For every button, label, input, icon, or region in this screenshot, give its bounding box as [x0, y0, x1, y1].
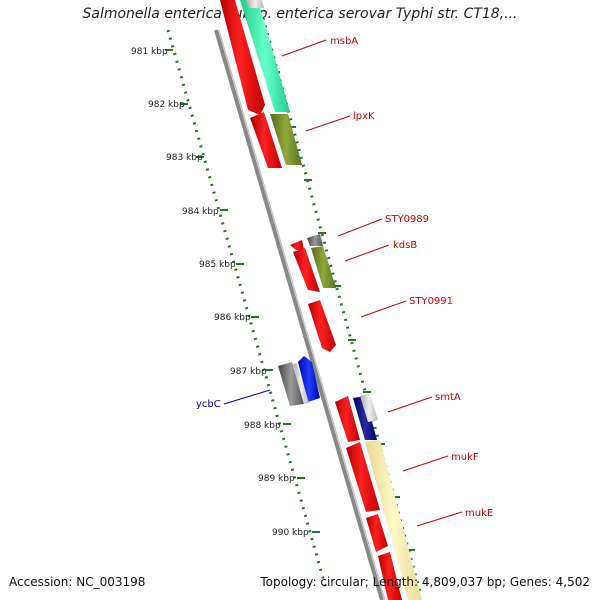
gene-band-yellow — [365, 440, 422, 600]
gene-STY0991-cds[interactable] — [308, 300, 336, 352]
label-connectors — [223, 39, 463, 527]
gene-label-STY0989[interactable]: STY0989 — [385, 214, 429, 225]
scale-label-982: 982 kbp — [148, 100, 185, 110]
gene-label-kdsB[interactable]: kdsB — [393, 240, 417, 251]
gene-ycbC-gray[interactable] — [278, 362, 304, 406]
gene-smtA-feature[interactable] — [353, 396, 377, 440]
gene-label-mukF[interactable]: mukF — [451, 452, 479, 463]
gene-ycbC-cds[interactable] — [298, 356, 320, 402]
scale-label-987: 987 kbp — [230, 367, 267, 377]
genome-stats-text: Topology: circular; Length: 4,809,037 bp… — [260, 575, 590, 589]
gene-ycbC-light — [293, 363, 309, 404]
gene-label-smtA[interactable]: smtA — [435, 392, 461, 403]
scale-label-990: 990 kbp — [272, 528, 309, 538]
gene-msbA-cds[interactable] — [220, 0, 265, 115]
gene-msbA-top-gray — [246, 0, 264, 8]
accession-text: Accession: NC_003198 — [9, 575, 146, 589]
scale-label-986: 986 kbp — [214, 313, 251, 323]
gene-mukE-cds[interactable] — [366, 514, 388, 552]
scale-label-985: 985 kbp — [199, 260, 236, 270]
scale-label-983: 983 kbp — [166, 153, 203, 163]
gene-lpxK-cds[interactable] — [250, 112, 282, 168]
genome-backbone-shadow — [218, 29, 386, 600]
map-title: Salmonella enterica subsp. enterica sero… — [82, 6, 518, 22]
gene-track-reverse — [278, 356, 320, 406]
gene-smtA-cds[interactable] — [335, 396, 360, 442]
scale-label-988: 988 kbp — [244, 421, 281, 431]
scale-ticks — [165, 49, 415, 551]
gene-label-msbA[interactable]: msbA — [330, 36, 358, 47]
gene-mukF-cds[interactable] — [346, 442, 380, 512]
gene-lpxK-feature[interactable] — [270, 114, 302, 165]
gene-kdsB-feature[interactable] — [311, 246, 336, 288]
gene-label-STY0991[interactable]: STY0991 — [409, 296, 453, 307]
gene-label-ycbC[interactable]: ycbC — [196, 399, 221, 410]
gene-label-mukE[interactable]: mukE — [465, 508, 493, 519]
gene-msbA-feature[interactable] — [240, 0, 290, 112]
gene-label-lpxK[interactable]: lpxK — [353, 111, 375, 122]
genome-backbone — [214, 29, 384, 600]
gene-STY0989-feature[interactable] — [307, 234, 323, 246]
gene-mukB-cds[interactable] — [378, 552, 402, 600]
gene-smtA-gray — [360, 394, 378, 422]
scale-label-981: 981 kbp — [131, 47, 168, 57]
scale-axis-left — [166, 29, 329, 593]
gene-kdsB-cds[interactable] — [293, 248, 320, 292]
scale-label-989: 989 kbp — [258, 474, 295, 484]
gene-STY0989-cds[interactable] — [290, 240, 304, 250]
scale-axis-right — [261, 17, 422, 593]
gene-track-forward — [220, 0, 422, 600]
scale-label-984: 984 kbp — [182, 207, 219, 217]
